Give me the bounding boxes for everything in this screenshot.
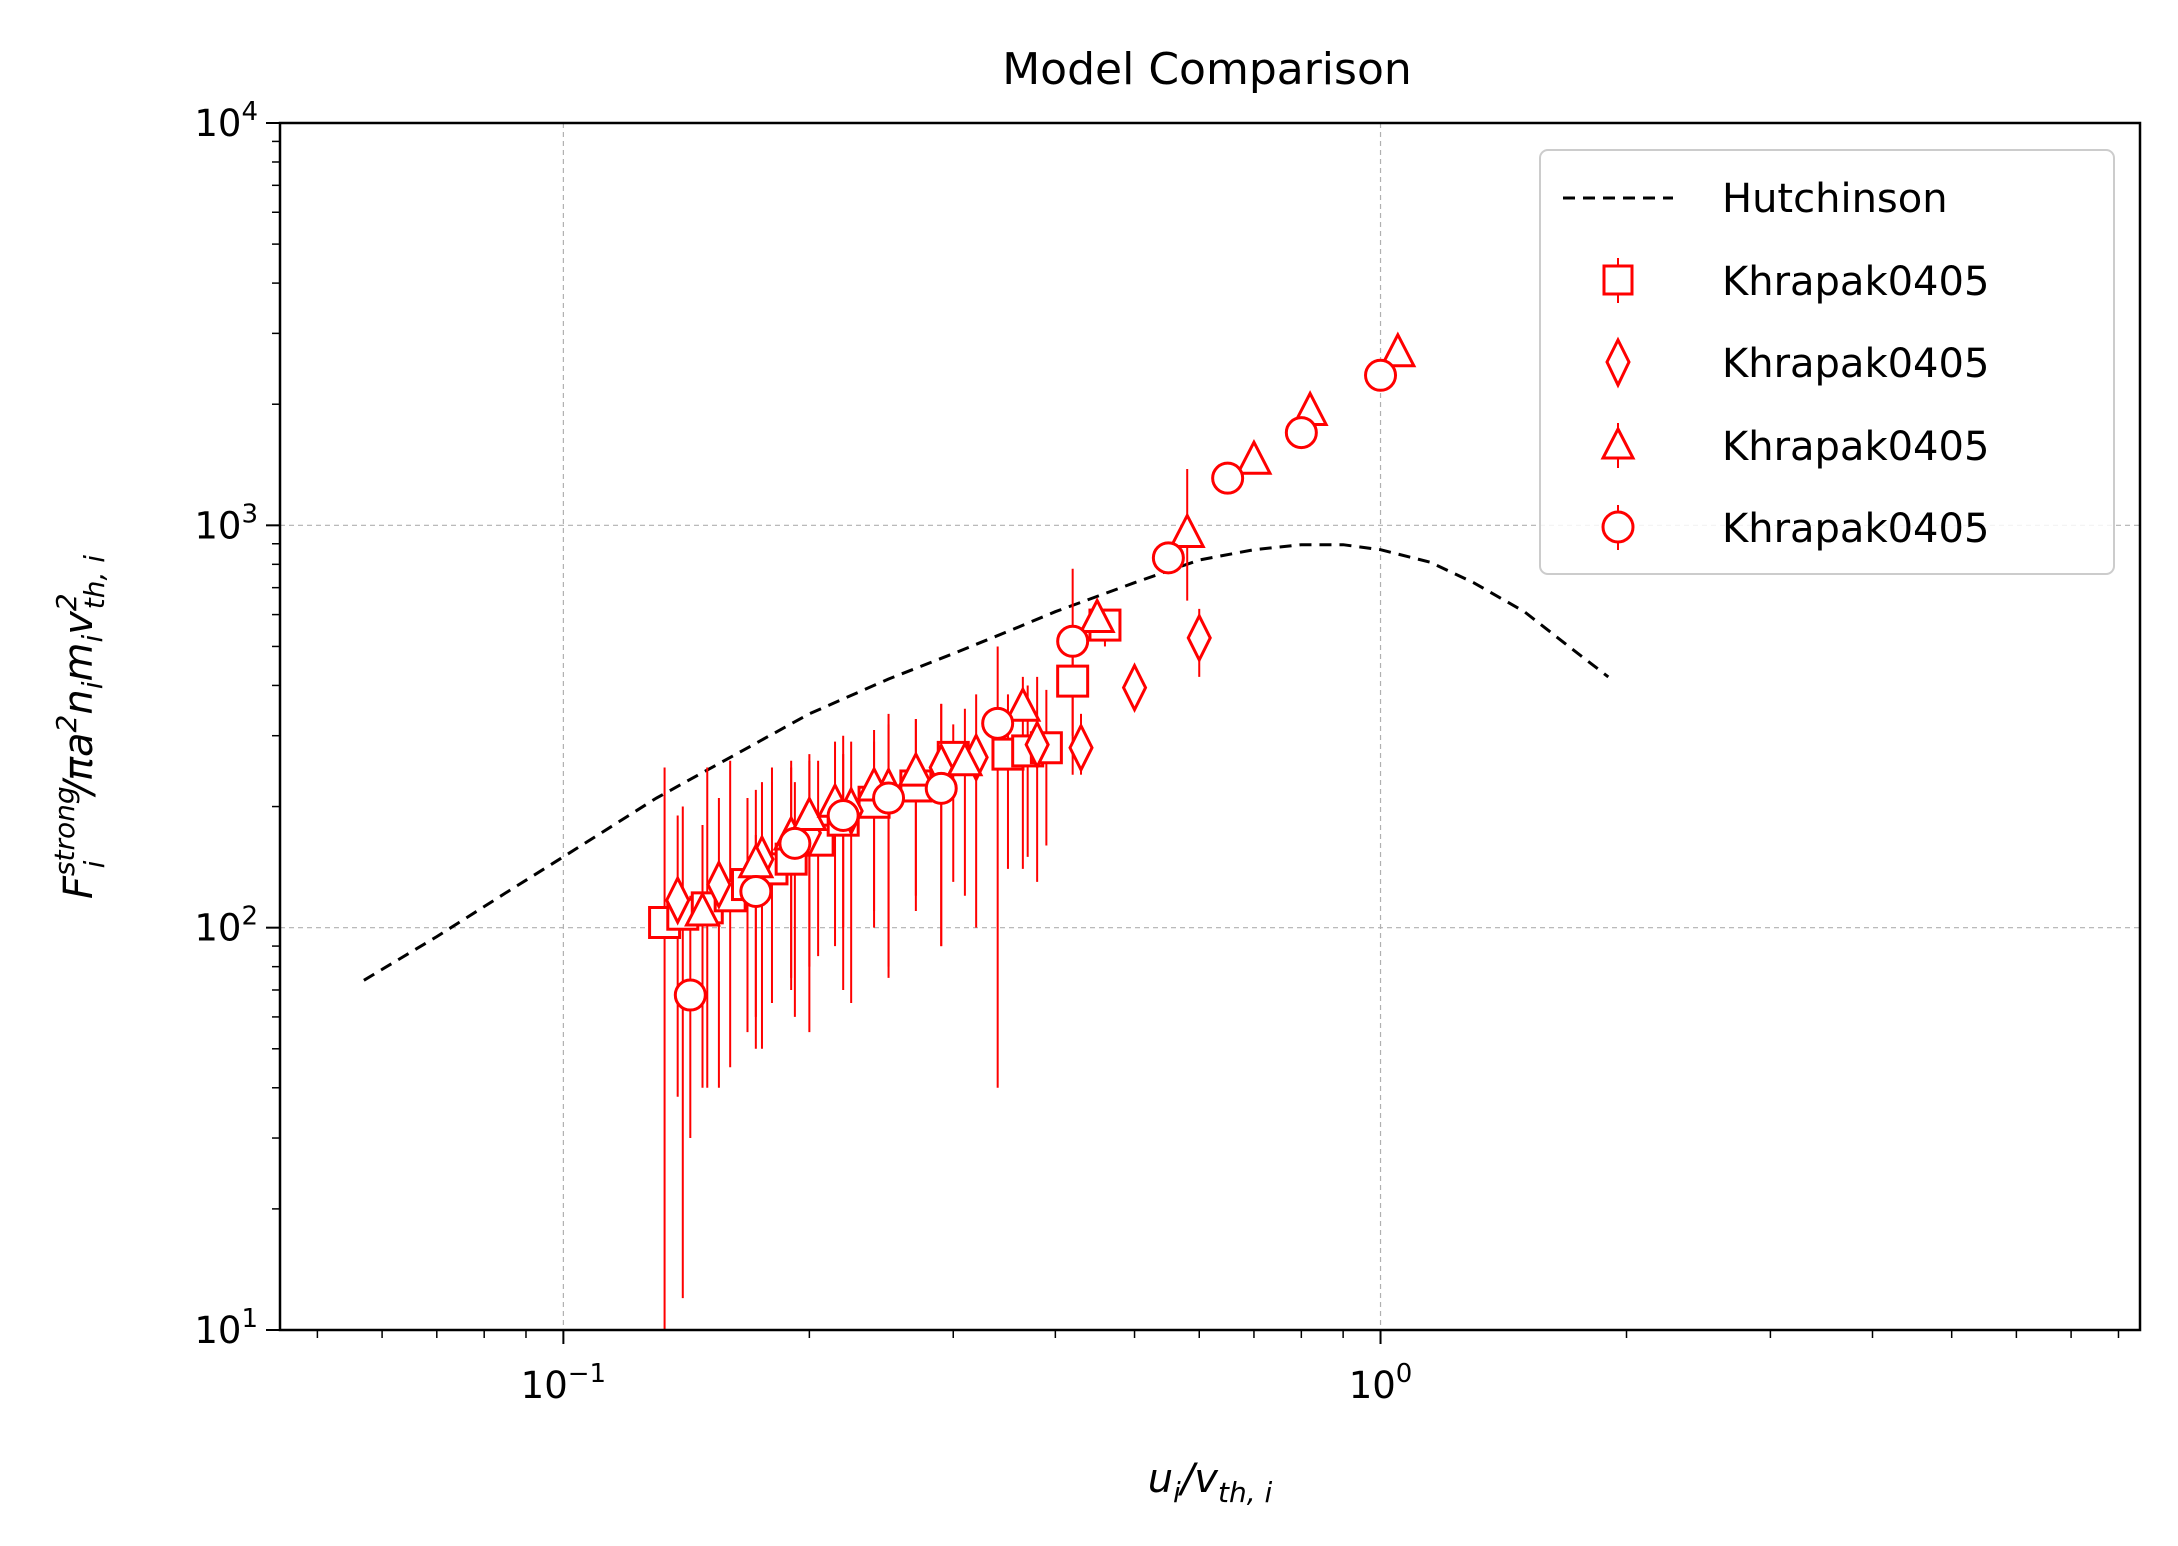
data-point-triangle (1078, 597, 1116, 634)
minor-ticks (272, 140, 2120, 1338)
data-point-triangle (897, 750, 935, 787)
x-axis-ticks: 10−1 100 (521, 1330, 1413, 1407)
legend: Hutchinson Khrapak0405 Khrapak0405 Khrap… (1539, 149, 2115, 575)
data-point-circle (1056, 624, 1090, 658)
data-point-circle (1211, 461, 1245, 495)
data-point-circle (1284, 416, 1318, 450)
series-line-hutchinson (363, 543, 1610, 982)
data-point-triangle (946, 740, 984, 777)
y-axis-label: Fstrongi/πa2nimiv2th, i (48, 555, 111, 899)
data-point-square (1056, 664, 1090, 698)
data-point-circle (826, 799, 860, 833)
y-tick-label: 103 (194, 499, 258, 547)
data-point-triangle (1235, 438, 1273, 475)
data-point-circle (924, 771, 958, 805)
legend-marker-circle (1601, 510, 1635, 544)
data-point-triangle (684, 890, 721, 927)
data-point-triangle (1379, 331, 1417, 368)
data-point-triangle (1004, 686, 1042, 722)
data-point-circle (739, 874, 773, 908)
legend-label-triangle: Khrapak0405 (1722, 424, 1989, 470)
data-point-diamond (706, 859, 732, 910)
data-point-diamond (1186, 612, 1212, 664)
legend-marker-triangle (1600, 425, 1636, 460)
legend-frame (1539, 149, 2115, 575)
legend-label-circle: Khrapak0405 (1722, 506, 1989, 552)
data-point-diamond (1121, 662, 1148, 713)
data-point-circle (778, 826, 812, 860)
x-axis-label: ui/vth, i (1148, 1456, 1273, 1509)
legend-label-hutchinson: Hutchinson (1722, 176, 1948, 222)
error-bars (663, 345, 1399, 1330)
x-tick-label: 100 (1349, 1359, 1413, 1407)
data-point-circle (981, 706, 1015, 740)
data-point-diamond (665, 874, 691, 926)
y-axis-ticks: 101 102 103 104 (194, 97, 280, 1352)
legend-label-diamond: Khrapak0405 (1722, 341, 1989, 387)
y-tick-label: 104 (194, 97, 258, 145)
data-point-diamond (1068, 722, 1094, 774)
y-tick-label: 102 (194, 902, 258, 950)
data-point-circle (673, 978, 707, 1012)
hutchinson-line (363, 543, 1610, 982)
y-tick-label: 101 (194, 1304, 258, 1352)
data-point-circle (872, 781, 906, 815)
x-tick-label: 10−1 (521, 1359, 606, 1407)
plot-frame (278, 121, 2142, 1332)
legend-marker-square (1602, 264, 1634, 296)
legend-label-square: Khrapak0405 (1722, 259, 1989, 305)
data-point-triangle (1168, 512, 1206, 548)
data-point-circle (1151, 541, 1185, 575)
chart-title: Model Comparison (1002, 44, 1412, 95)
legend-marker-diamond (1605, 336, 1631, 389)
data-point-triangle (790, 795, 828, 832)
data-markers (648, 331, 1417, 1012)
data-point-diamond (1024, 719, 1050, 771)
data-point-circle (1364, 358, 1398, 392)
